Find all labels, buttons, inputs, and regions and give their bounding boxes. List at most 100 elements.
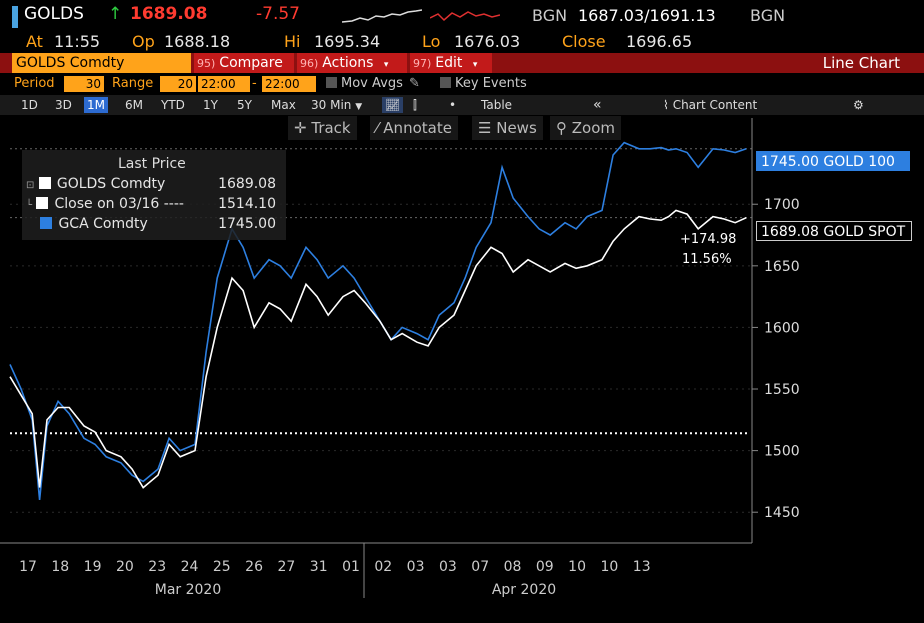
y-tick-label: 1600 — [764, 320, 800, 336]
mov-avgs-toggle[interactable]: Mov Avgs ✎ — [326, 76, 420, 91]
legend-row-golds[interactable]: ⊡ GOLDS Comdty 1689.08 — [26, 176, 284, 192]
tf-6m[interactable]: 6M — [125, 98, 143, 112]
legend-tree-icon: └ — [26, 200, 33, 211]
period-label: Period — [14, 76, 55, 91]
x-tick-label: 03 — [439, 559, 457, 575]
x-tick-label: 20 — [116, 559, 134, 575]
chart-content-button[interactable]: ⌇ Chart Content — [660, 97, 760, 113]
ask-source: BGN — [750, 6, 786, 25]
tf-max[interactable]: Max — [271, 98, 296, 112]
track-tool[interactable]: ✛ Track — [288, 116, 357, 140]
actions-dropdown-icon: ▾ — [383, 60, 389, 70]
x-tick-label: 23 — [148, 559, 166, 575]
annotate-tool[interactable]: ⁄ Annotate — [370, 116, 458, 140]
x-tick-label: 27 — [277, 559, 295, 575]
actions-button[interactable]: 96) Actions ▾ — [297, 53, 407, 73]
compare-number: 95) — [197, 57, 216, 70]
range-start-time[interactable]: 22:00 — [198, 76, 250, 92]
range-dash: - — [252, 76, 257, 91]
x-tick-label: 07 — [471, 559, 489, 575]
chart-content-label: Chart Content — [672, 98, 758, 112]
ticker-symbol[interactable]: GOLDS — [24, 4, 84, 24]
sparkline-white-icon — [342, 9, 422, 23]
y-tick-label: 1700 — [764, 197, 800, 213]
range-label: Range — [112, 76, 154, 91]
legend-swatch-gca — [40, 217, 53, 229]
range-end-time[interactable]: 22:00 — [262, 76, 316, 92]
line-chart-icon[interactable]: 📈︎ — [382, 97, 404, 113]
dot-menu-icon[interactable]: • — [449, 98, 457, 112]
gold100-price-tag: 1745.00 GOLD 100 — [756, 151, 910, 171]
tf-5y[interactable]: 5Y — [237, 98, 252, 112]
x-tick-label: 08 — [504, 559, 522, 575]
x-tick-label: 18 — [51, 559, 69, 575]
period-input[interactable]: 30 — [64, 76, 104, 92]
bid-source: BGN — [532, 6, 568, 25]
bar-chart-icon[interactable]: ⫿ — [413, 98, 417, 112]
x-tick-label: 17 — [19, 559, 37, 575]
grid-lines — [10, 203, 750, 513]
x-tick-label: 19 — [84, 559, 102, 575]
actions-number: 96) — [300, 57, 319, 70]
settings-gear-icon[interactable]: ⚙ — [853, 98, 864, 112]
legend-value-golds: 1689.08 — [218, 176, 276, 192]
x-tick-label: 03 — [407, 559, 425, 575]
quote-header: GOLDS ↑ 1689.08 -7.57 BGN 1687.03/1691.1… — [0, 0, 924, 32]
chart-content-icon: ⌇ — [663, 98, 669, 112]
x-tick-label: 01 — [342, 559, 360, 575]
table-button[interactable]: Table — [481, 98, 513, 112]
price-chart[interactable]: 1450 1500 1550 1600 1650 1700 17 18 19 20 23 24 25 2… — [0, 118, 924, 623]
legend-name-gca: GCA Comdty — [58, 216, 148, 232]
mov-avgs-label: Mov Avgs — [341, 76, 403, 91]
legend-row-close[interactable]: └ Close on 03/16 ---- 1514.10 — [26, 196, 284, 212]
legend-title: Last Price — [118, 156, 186, 172]
series-line-golds — [9, 209, 747, 489]
net-change: -7.57 — [256, 4, 300, 24]
tf-3d[interactable]: 3D — [55, 98, 72, 112]
open-value: 1688.18 — [164, 32, 231, 51]
abs-change-label: +174.98 — [680, 232, 737, 247]
tf-1y[interactable]: 1Y — [203, 98, 218, 112]
interval-select[interactable]: 30 Min ▼ — [308, 97, 365, 113]
x-axis-ticks: 17 18 19 20 23 24 25 26 27 31 01 02 03 03 07 08 09 10 10 13 — [19, 559, 651, 575]
low-value: 1676.03 — [454, 32, 521, 51]
key-events-toggle[interactable]: Key Events — [440, 76, 527, 91]
edit-label: Edit — [435, 55, 463, 71]
legend-row-gca[interactable]: GCA Comdty 1745.00 — [26, 216, 284, 232]
legend-name-close: Close on 03/16 ---- — [54, 196, 184, 212]
tf-ytd[interactable]: YTD — [161, 98, 185, 112]
last-price: 1689.08 — [130, 4, 208, 24]
tf-1d[interactable]: 1D — [21, 98, 38, 112]
y-tick-label: 1450 — [764, 505, 800, 521]
x-tick-label: 10 — [568, 559, 586, 575]
compare-button[interactable]: 95) Compare — [194, 53, 294, 73]
edit-button[interactable]: 97) Edit ▾ — [410, 53, 492, 73]
close-label: Close — [562, 32, 606, 51]
news-label: News — [496, 119, 537, 137]
key-events-label: Key Events — [455, 76, 527, 91]
legend-tree-icon: ⊡ — [26, 180, 35, 191]
key-events-checkbox[interactable] — [440, 77, 451, 88]
news-tool[interactable]: ☰ News — [472, 116, 543, 140]
legend-panel: Last Price ⊡ GOLDS Comdty 1689.08 └ Clos… — [22, 150, 286, 240]
tf-1m[interactable]: 1M — [84, 97, 108, 113]
annotate-label: Annotate — [383, 119, 452, 137]
pencil-icon[interactable]: ✎ — [409, 76, 420, 91]
sparkline-red-icon — [430, 11, 500, 22]
x-tick-label: 26 — [245, 559, 263, 575]
edit-dropdown-icon: ▾ — [472, 60, 478, 70]
quote-stats: At 11:55 Op 1688.18 Hi 1695.34 Lo 1676.0… — [0, 32, 924, 54]
x-tick-label: 13 — [633, 559, 651, 575]
at-label: At — [26, 32, 43, 51]
chart-type-label[interactable]: Line Chart — [822, 54, 900, 72]
compare-label: Compare — [219, 55, 283, 71]
collapse-icon[interactable]: « — [593, 97, 602, 113]
legend-name-golds: GOLDS Comdty — [56, 176, 166, 192]
legend-value-gca: 1745.00 — [218, 216, 276, 232]
zoom-tool[interactable]: ⚲ Zoom — [550, 116, 622, 140]
security-field[interactable]: GOLDS Comdty — [12, 53, 191, 73]
range-input[interactable]: 20 — [160, 76, 196, 92]
mov-avgs-checkbox[interactable] — [326, 77, 337, 88]
edit-number: 97) — [413, 57, 432, 70]
up-arrow-icon: ↑ — [108, 4, 123, 24]
